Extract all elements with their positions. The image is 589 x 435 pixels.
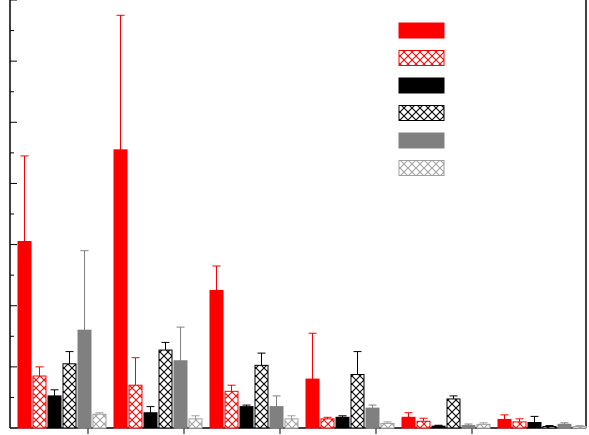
plot-frame — [9, 0, 587, 429]
bar — [62, 363, 77, 429]
bar — [401, 416, 416, 429]
x-axis-ticks — [87, 428, 473, 434]
bar — [527, 421, 542, 429]
bar — [284, 418, 299, 429]
bar — [77, 329, 92, 429]
bar — [47, 395, 62, 429]
bar — [461, 425, 476, 429]
bar — [542, 425, 557, 429]
bar — [158, 349, 173, 429]
bar — [380, 422, 395, 429]
bar — [497, 418, 512, 429]
bar — [188, 418, 203, 429]
bar — [512, 421, 527, 429]
bar — [209, 289, 224, 429]
bar — [32, 375, 47, 429]
legend-swatch — [398, 50, 445, 66]
bar — [557, 423, 572, 429]
bar — [17, 241, 32, 429]
legend-swatch — [398, 160, 445, 176]
legend-swatch — [398, 77, 445, 94]
legend-swatch — [398, 22, 445, 39]
bar — [320, 418, 335, 429]
bar — [92, 413, 107, 429]
bar — [416, 420, 431, 429]
bar — [113, 149, 128, 429]
bar — [305, 378, 320, 429]
legend-swatch — [398, 132, 445, 149]
legend — [398, 22, 445, 176]
bar — [143, 412, 158, 429]
bar — [446, 398, 461, 429]
bar — [173, 360, 188, 429]
error-bars — [20, 14, 584, 427]
bar — [239, 406, 254, 429]
legend-swatch — [398, 105, 445, 121]
bar — [269, 406, 284, 429]
y-axis-ticks — [10, 0, 17, 429]
bar — [335, 416, 350, 429]
bar — [224, 390, 239, 429]
bar — [572, 425, 587, 429]
bars — [17, 149, 587, 429]
bar — [365, 407, 380, 429]
bar — [350, 374, 365, 429]
bar — [254, 364, 269, 429]
bar — [476, 423, 491, 429]
bar — [431, 425, 446, 429]
bar — [128, 384, 143, 429]
